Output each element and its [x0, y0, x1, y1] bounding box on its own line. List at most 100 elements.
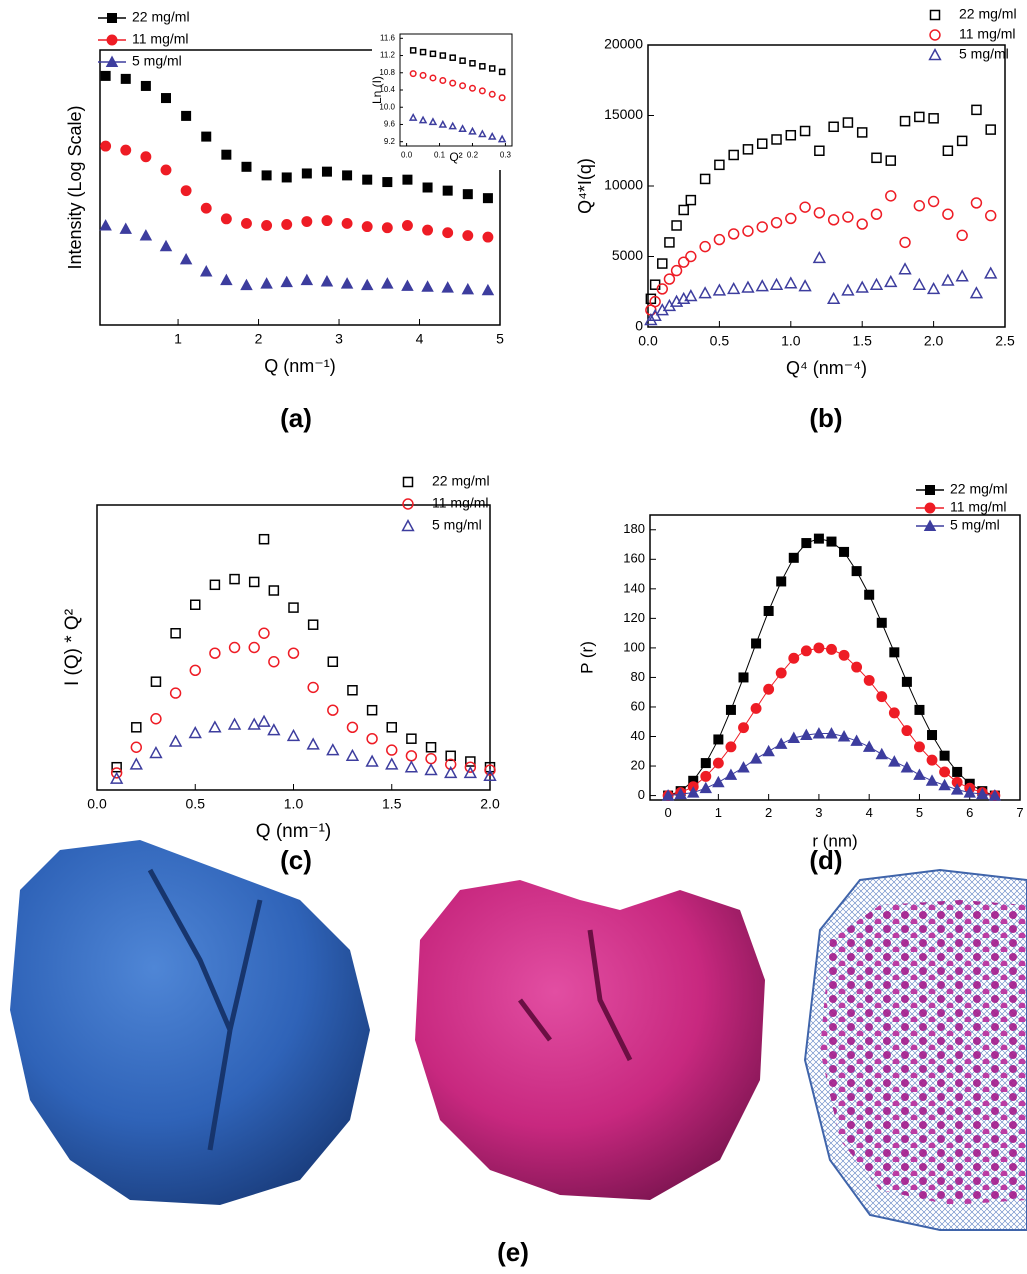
marker [444, 765, 458, 779]
y-tick-label: 60 [631, 698, 645, 713]
chart: 0.0 0.5 1.0 1.5 2.0 Q (nm⁻¹) I (Q) * Q² 22 mg/m… [62, 473, 500, 842]
marker [111, 761, 122, 773]
marker [300, 273, 314, 286]
marker [685, 194, 697, 206]
marker [110, 767, 123, 779]
marker [441, 281, 454, 293]
model-images [10, 840, 1027, 1231]
marker [927, 730, 938, 741]
marker [424, 763, 438, 776]
marker [657, 258, 668, 269]
marker [699, 240, 711, 253]
marker [439, 77, 447, 85]
marker [257, 714, 271, 727]
marker [900, 761, 914, 773]
marker [741, 280, 755, 293]
marker [727, 281, 741, 295]
marker [684, 289, 698, 302]
x-tick-label: 1 [715, 805, 722, 820]
marker [985, 209, 997, 222]
marker [150, 676, 162, 687]
marker [899, 236, 911, 249]
marker [851, 566, 862, 577]
legend-label: 11 mg/ml [132, 31, 189, 47]
marker [677, 291, 691, 305]
marker [799, 201, 811, 213]
marker [700, 770, 712, 782]
chart: 0 1 2 3 4 5 6 7 0 20 40 60 80 100 120 140 160 180 r (nm) P … [577, 481, 1023, 851]
legend-label: 11 mg/ml [959, 26, 1016, 42]
marker [306, 737, 320, 750]
marker [939, 750, 950, 761]
marker [800, 728, 813, 741]
marker [926, 754, 938, 766]
marker [901, 725, 913, 737]
y-tick-label: 5000 [612, 247, 643, 263]
marker [669, 294, 684, 307]
x-tick-label: 2 [765, 805, 772, 820]
marker [286, 728, 301, 742]
x-tick-label: 1.5 [382, 795, 402, 811]
marker [321, 215, 333, 227]
marker [382, 177, 393, 188]
marker [813, 642, 825, 654]
marker [421, 280, 434, 292]
y-axis-label: Ln (I) [370, 76, 384, 104]
marker [139, 229, 153, 241]
marker [409, 70, 417, 78]
marker [713, 734, 724, 745]
marker [464, 761, 477, 773]
legend-marker [105, 55, 119, 67]
marker [227, 717, 242, 730]
marker [927, 195, 940, 208]
y-axis-label: I (Q) * Q² [62, 609, 83, 686]
marker [478, 87, 486, 95]
marker [268, 656, 280, 668]
marker [362, 174, 373, 185]
marker [445, 758, 457, 771]
marker [885, 190, 897, 202]
marker [771, 134, 782, 145]
y-tick-label: 10.4 [379, 85, 395, 94]
marker [280, 275, 293, 288]
x-tick-label: 1.0 [284, 795, 304, 811]
y-tick-label: 160 [623, 551, 645, 566]
marker [469, 60, 476, 67]
y-tick-label: 180 [623, 521, 645, 536]
marker [360, 278, 374, 291]
y-tick-label: 100 [623, 639, 645, 654]
marker [763, 683, 775, 695]
marker [712, 283, 727, 296]
x-tick-label: 2.0 [924, 332, 944, 348]
marker [260, 277, 273, 289]
marker [798, 279, 812, 292]
x-axis-label: Q (nm⁻¹) [256, 821, 331, 842]
marker [365, 754, 379, 767]
marker [774, 737, 788, 749]
marker [409, 47, 417, 54]
marker [408, 113, 418, 121]
x-tick-label: 2 [255, 330, 263, 346]
marker [458, 124, 467, 133]
marker [201, 131, 212, 142]
marker [901, 676, 912, 687]
marker [952, 766, 963, 777]
marker [100, 70, 111, 81]
marker [385, 757, 399, 770]
marker [261, 170, 272, 181]
marker [799, 125, 811, 137]
marker [685, 250, 697, 263]
x-tick-label: 5 [496, 330, 504, 346]
x-axis-label: Q (nm⁻¹) [264, 356, 336, 376]
marker [483, 768, 497, 781]
y-tick-label: 0 [635, 318, 643, 334]
x-tick-label: 3 [335, 330, 343, 346]
marker [738, 722, 749, 734]
marker [228, 641, 241, 654]
marker [875, 747, 888, 760]
marker [698, 286, 712, 299]
marker [812, 250, 827, 264]
legend-label: 11 mg/ml [432, 495, 489, 511]
x-tick-label: 0.0 [401, 150, 413, 159]
